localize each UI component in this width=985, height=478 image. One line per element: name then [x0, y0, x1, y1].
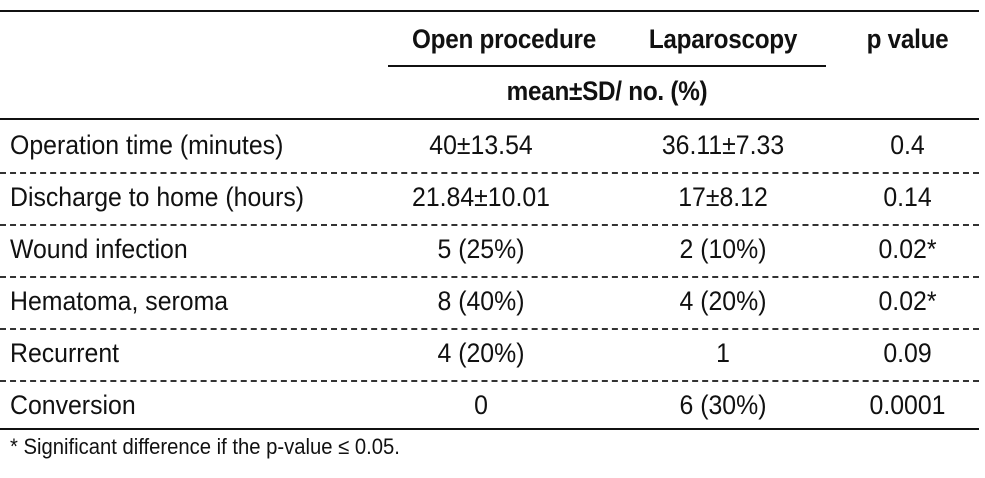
table-row: Conversion 0 6 (30%) 0.0001 [0, 380, 979, 432]
row-label: Hematoma, seroma [10, 286, 229, 316]
cell-p-value: 0.02* [878, 286, 937, 316]
row-label: Discharge to home (hours) [10, 182, 305, 212]
cell-open: 0 [474, 390, 488, 420]
cell-laparoscopy: 17±8.12 [678, 182, 768, 212]
header-group-underline [388, 65, 826, 67]
table-row: Discharge to home (hours) 21.84±10.01 17… [0, 172, 979, 226]
cell-p-value: 0.02* [878, 234, 937, 264]
cell-laparoscopy: 36.11±7.33 [661, 130, 785, 160]
cell-open: 4 (20%) [437, 338, 525, 368]
cell-open: 40±13.54 [429, 130, 533, 160]
table-row: Recurrent 4 (20%) 1 0.09 [0, 328, 979, 382]
table-footnote: * Significant difference if the p-value … [10, 434, 400, 459]
row-label: Conversion [10, 390, 136, 420]
table-header-rule [0, 118, 979, 120]
cell-p-value: 0.14 [883, 182, 932, 212]
row-label: Operation time (minutes) [10, 130, 284, 160]
header-subheader: mean±SD/ no. (%) [506, 76, 708, 106]
header-open-procedure: Open procedure [412, 24, 596, 54]
table-top-rule [0, 10, 979, 12]
cell-p-value: 0.4 [890, 130, 925, 160]
row-label: Recurrent [10, 338, 120, 368]
cell-laparoscopy: 1 [716, 338, 730, 368]
table-row: Hematoma, seroma 8 (40%) 4 (20%) 0.02* [0, 276, 979, 330]
cell-open: 21.84±10.01 [412, 182, 550, 212]
table-bottom-rule [0, 428, 979, 430]
cell-laparoscopy: 4 (20%) [679, 286, 767, 316]
cell-open: 8 (40%) [437, 286, 525, 316]
cell-open: 5 (25%) [437, 234, 525, 264]
header-laparoscopy: Laparoscopy [648, 24, 798, 54]
cell-p-value: 0.0001 [869, 390, 946, 420]
row-label: Wound infection [10, 234, 188, 264]
table-row: Wound infection 5 (25%) 2 (10%) 0.02* [0, 224, 979, 278]
header-p-value: p value [866, 24, 949, 54]
cell-laparoscopy: 2 (10%) [679, 234, 767, 264]
table-row: Operation time (minutes) 40±13.54 36.11±… [0, 120, 979, 174]
cell-laparoscopy: 6 (30%) [679, 390, 767, 420]
cell-p-value: 0.09 [883, 338, 932, 368]
